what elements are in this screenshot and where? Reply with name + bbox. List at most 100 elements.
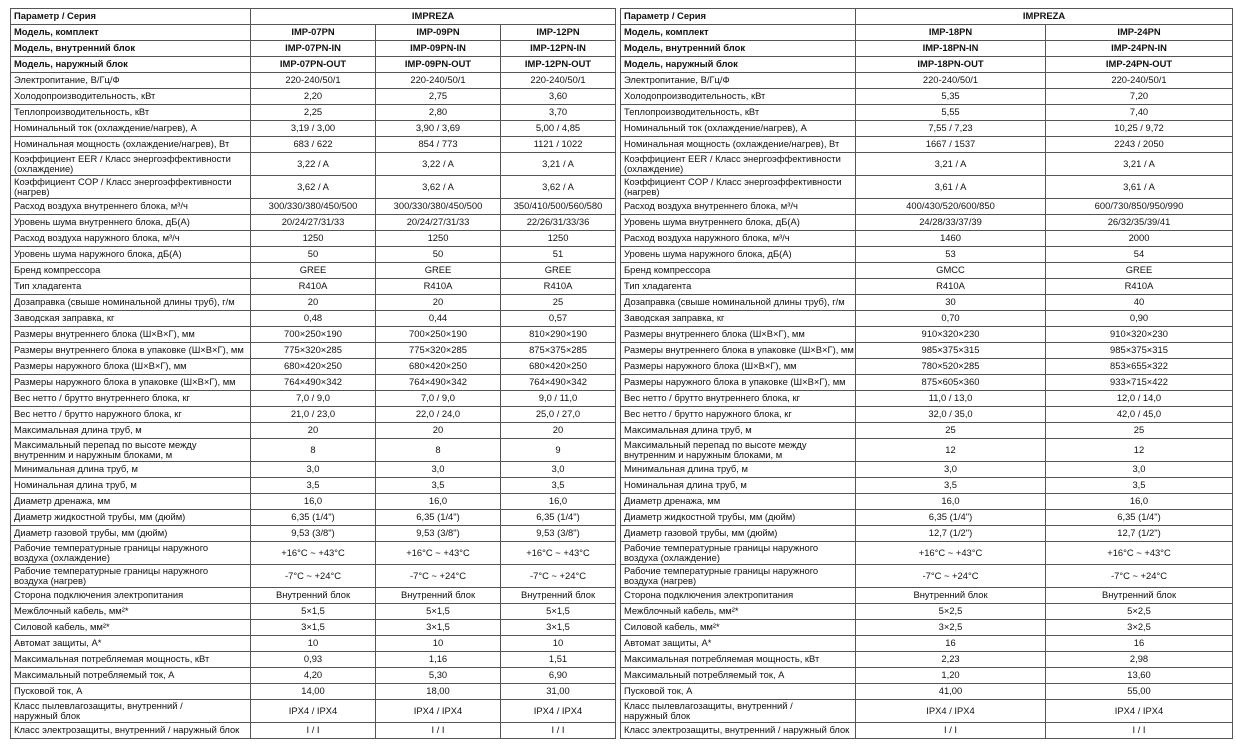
cell-value: GREE	[250, 262, 376, 279]
table-row: Сторона подключения электропитания Внутре…	[10, 587, 617, 604]
table-row: Диаметр газовой трубы, мм (дюйм) 9,53 (3/…	[10, 525, 617, 542]
row-label: Уровень шума внутреннего блока, дБ(А)	[620, 214, 856, 231]
cell-value: 6,35 (1/4")	[855, 509, 1046, 526]
row-label: Номинальный ток (охлаждение/нагрев), А	[620, 120, 856, 137]
row-label: Диаметр жидкостной трубы, мм (дюйм)	[10, 509, 251, 526]
cell-value: 1250	[375, 230, 501, 247]
row-label: Коэффициент COP / Класс энергоэффективно…	[620, 175, 856, 199]
cell-value: 700×250×190	[375, 326, 501, 343]
cell-value: 18,00	[375, 683, 501, 700]
row-label: Максимальный перепад по высоте между вну…	[10, 438, 251, 462]
row-label: Рабочие температурные границы наружного …	[620, 541, 856, 565]
cell-value: 985×375×315	[1045, 342, 1233, 359]
cell-value: I / I	[855, 722, 1046, 739]
cell-value: 3×1,5	[250, 619, 376, 636]
table-row: Максимальный перепад по высоте между вну…	[10, 438, 617, 462]
cell-value: 22,0 / 24,0	[375, 406, 501, 423]
cell-value: 16,0	[1045, 493, 1233, 510]
cell-value: 910×320×230	[1045, 326, 1233, 343]
row-label: Коэффициент EER / Класс энергоэффективно…	[10, 152, 251, 176]
table-row: Рабочие температурные границы наружного …	[10, 541, 617, 565]
row-label: Пусковой ток, А	[10, 683, 251, 700]
cell-value: R410A	[855, 278, 1046, 295]
table-row: Вес нетто / брутто внутреннего блока, кг…	[620, 390, 1233, 407]
cell-value: 6,35 (1/4")	[1045, 509, 1233, 526]
cell-value: 16,0	[375, 493, 501, 510]
row-label: Диаметр дренажа, мм	[620, 493, 856, 510]
table-row: Максимальная потребляемая мощность, кВт 0…	[10, 651, 617, 668]
cell-value: 0,57	[499, 310, 617, 327]
cell-value: 220-240/50/1	[1045, 72, 1233, 89]
table-row: Модель, наружный блок IMP-18PN-OUT IMP-24P…	[620, 56, 1233, 73]
cell-value: R410A	[375, 278, 501, 295]
cell-value: 51	[499, 246, 617, 263]
cell-value: 7,0 / 9,0	[375, 390, 501, 407]
table-row: Размеры внутреннего блока в упаковке (Ш×…	[620, 342, 1233, 359]
table-row: Электропитание, В/Гц/Ф 220-240/50/1 220-24…	[10, 72, 617, 89]
table-row: Рабочие температурные границы наружного …	[620, 541, 1233, 565]
header-series: IMPREZA	[249, 8, 617, 25]
cell-value: 16,0	[499, 493, 617, 510]
row-label: Заводская заправка, кг	[620, 310, 856, 327]
cell-value: 3,62 / A	[375, 175, 501, 199]
cell-value: 32,0 / 35,0	[855, 406, 1046, 423]
row-label: Номинальная длина труб, м	[620, 477, 856, 494]
table-row: Максимальная длина труб, м 20 20 20	[10, 422, 617, 439]
table-row: Максимальный потребляемый ток, А 1,20 13,6…	[620, 667, 1233, 684]
cell-value: 1250	[250, 230, 376, 247]
cell-value: 2,98	[1045, 651, 1233, 668]
row-label: Расход воздуха внутреннего блока, м³/ч	[620, 198, 856, 215]
cell-value: 910×320×230	[855, 326, 1046, 343]
cell-value: Внутренний блок	[375, 587, 501, 604]
cell-value: GREE	[499, 262, 617, 279]
cell-value: 764×490×342	[375, 374, 501, 391]
row-label: Сторона подключения электропитания	[10, 587, 251, 604]
table-row: Расход воздуха наружного блока, м³/ч 1250…	[10, 230, 617, 247]
cell-value: 1667 / 1537	[855, 136, 1046, 153]
cell-value: 10	[499, 635, 617, 652]
table-row: Размеры наружного блока (Ш×В×Г), мм 780×5…	[620, 358, 1233, 375]
cell-value: 3,62 / A	[250, 175, 376, 199]
cell-value: 3×2,5	[1045, 619, 1233, 636]
row-label: Рабочие температурные границы наружного …	[10, 541, 251, 565]
specs-table-left: Параметр / Серия IMPREZA Модель, комплект I…	[10, 8, 617, 739]
table-row: Теплопроизводительность, кВт 2,25 2,80 3,70	[10, 104, 617, 121]
table-row: Коэффициент EER / Класс энергоэффективно…	[620, 152, 1233, 176]
cell-value: IMP-18PN-IN	[855, 40, 1046, 57]
cell-value: 9,53 (3/8")	[499, 525, 617, 542]
cell-value: IMP-12PN-IN	[499, 40, 617, 57]
cell-value: 2243 / 2050	[1045, 136, 1233, 153]
row-label: Автомат защиты, А*	[10, 635, 251, 652]
table-row: Размеры наружного блока в упаковке (Ш×В×…	[620, 374, 1233, 391]
table-row: Расход воздуха наружного блока, м³/ч 1460…	[620, 230, 1233, 247]
cell-value: IMP-18PN	[855, 24, 1046, 41]
row-label: Модель, внутренний блок	[10, 40, 251, 57]
row-label: Максимальная потребляемая мощность, кВт	[620, 651, 856, 668]
cell-value: 3,22 / A	[250, 152, 376, 176]
cell-value: 26/32/35/39/41	[1045, 214, 1233, 231]
row-label: Дозаправка (свыше номинальной длины труб…	[620, 294, 856, 311]
row-label: Размеры наружного блока (Ш×В×Г), мм	[620, 358, 856, 375]
row-label: Номинальная длина труб, м	[10, 477, 251, 494]
header-series: IMPREZA	[855, 8, 1233, 25]
cell-value: IPX4 / IPX4	[375, 699, 501, 723]
cell-value: 400/430/520/600/850	[855, 198, 1046, 215]
cell-value: 0,70	[855, 310, 1046, 327]
row-label: Уровень шума наружного блока, дБ(А)	[620, 246, 856, 263]
table-row: Электропитание, В/Гц/Ф 220-240/50/1 220-24…	[620, 72, 1233, 89]
row-label: Максимальная длина труб, м	[10, 422, 251, 439]
cell-value: 3×2,5	[855, 619, 1046, 636]
table-row: Размеры наружного блока в упаковке (Ш×В×…	[10, 374, 617, 391]
table-row: Номинальная длина труб, м 3,5 3,5	[620, 477, 1233, 494]
cell-value: 2,20	[250, 88, 376, 105]
cell-value: 10,25 / 9,72	[1045, 120, 1233, 137]
cell-value: 683 / 622	[250, 136, 376, 153]
cell-value: 42,0 / 45,0	[1045, 406, 1233, 423]
cell-value: 50	[375, 246, 501, 263]
cell-value: 3,70	[499, 104, 617, 121]
row-label: Электропитание, В/Гц/Ф	[620, 72, 856, 89]
cell-value: 53	[855, 246, 1046, 263]
row-label: Модель, наружный блок	[10, 56, 251, 73]
cell-value: 700×250×190	[250, 326, 376, 343]
cell-value: 3,0	[375, 461, 501, 478]
